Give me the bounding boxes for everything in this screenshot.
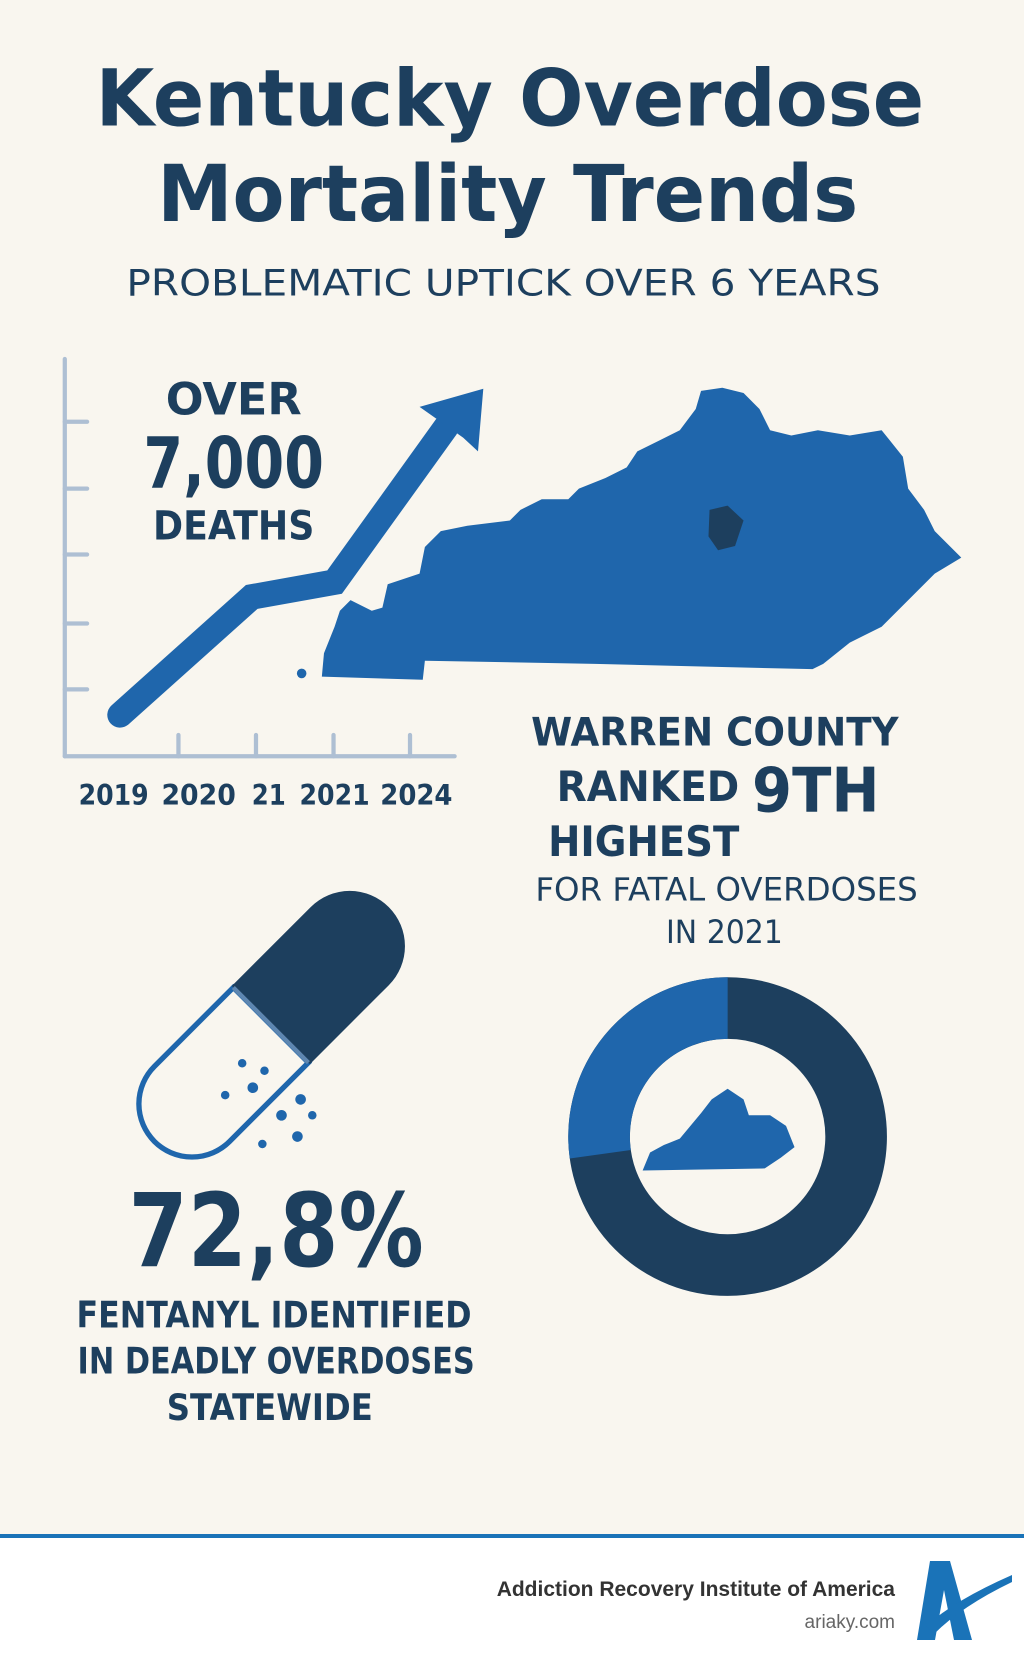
x-label-2019: 2019: [79, 778, 149, 812]
powder-dots: [220, 1059, 317, 1149]
chart-axes: [62, 356, 457, 759]
trend-arrow-head: [419, 388, 484, 452]
x-label-2024: 2024: [380, 778, 452, 812]
pill-icon: [136, 890, 405, 1160]
footer-website[interactable]: ariaky.com: [805, 1612, 895, 1633]
kentucky-map: [321, 387, 962, 680]
fentanyl-line-2: IN DEADLY OVERDOSES: [78, 1339, 475, 1382]
footer-divider: [0, 1534, 1024, 1538]
warren-line-1: WARREN COUNTY: [531, 711, 899, 756]
trend-line: [107, 414, 459, 728]
warren-line-4: FOR FATAL OVERDOSES: [535, 871, 917, 909]
subtitle: PROBLEMATIC UPTICK OVER 6 YEARS: [126, 261, 880, 304]
title-line-2: Mortality Trends: [157, 148, 858, 240]
warren-county-highlight: [708, 505, 744, 551]
map-dot: [296, 668, 307, 679]
over-label: OVER: [166, 373, 302, 425]
warren-line-2: RANKED: [557, 763, 740, 811]
fentanyl-line-1: FENTANYL IDENTIFIED: [76, 1294, 471, 1337]
x-label-2021: 2021: [300, 778, 370, 812]
x-label-21: 21: [252, 778, 286, 812]
fentanyl-line-3: STATEWIDE: [167, 1386, 373, 1429]
warren-line-5: IN 2021: [666, 913, 783, 951]
x-label-2020: 2020: [161, 778, 235, 812]
warren-line-3: HIGHEST: [548, 818, 740, 866]
fentanyl-percent: 72,8%: [129, 1172, 424, 1291]
title-line-1: Kentucky Overdose: [96, 52, 925, 144]
ari-logo: [917, 1561, 1012, 1640]
rank-value: 9TH: [752, 755, 879, 827]
footer-background: [0, 1536, 1024, 1666]
kentucky-mini-map: [642, 1088, 795, 1171]
footer-org-name: Addiction Recovery Institute of America: [497, 1578, 896, 1601]
death-count: 7,000: [143, 423, 324, 505]
donut-chart: [568, 977, 887, 1296]
deaths-label: DEATHS: [153, 503, 314, 550]
donut-segment-light: [568, 977, 887, 1296]
